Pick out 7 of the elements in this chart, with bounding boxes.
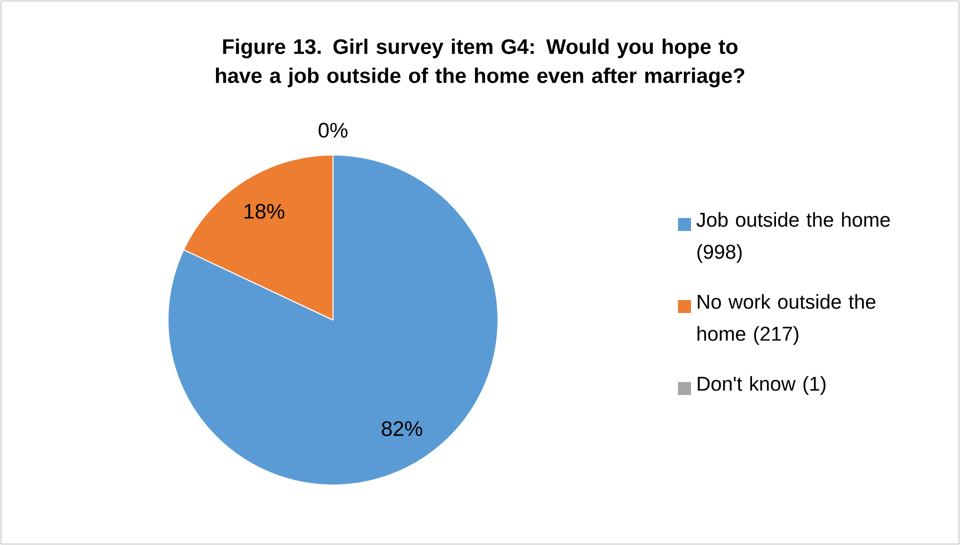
legend-label: Don't know (1): [698, 376, 826, 395]
text: 0%: [318, 122, 348, 138]
data-label: 18%: [244, 204, 284, 219]
data-label: 82%: [382, 421, 422, 436]
legend-label: No work outside the home (217): [698, 294, 876, 345]
chart-title: Figure 13. Girl survey item G4: Would you hope to have a job outside of the home even after marriage?: [216, 38, 744, 88]
legend-label: Job outside the home (998): [696, 212, 890, 263]
